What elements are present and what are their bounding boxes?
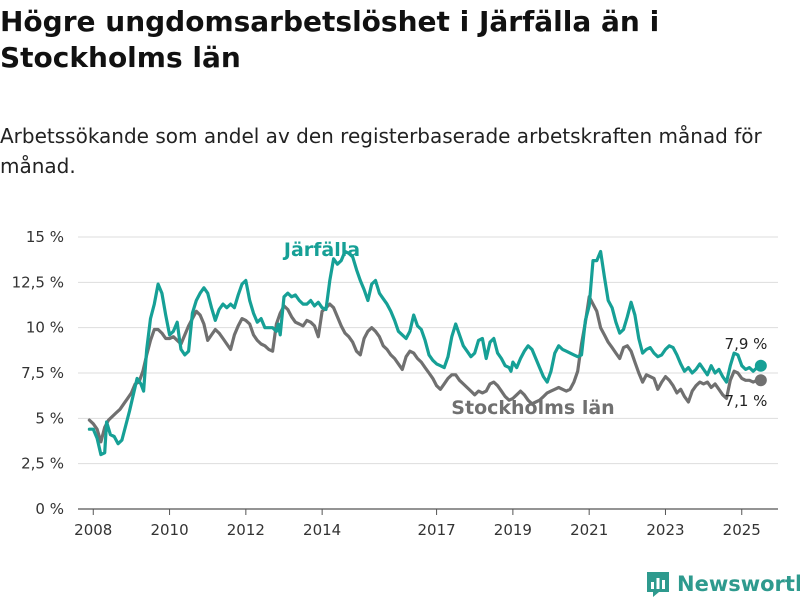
y-tick-label: 15 % xyxy=(26,228,64,246)
y-tick-label: 0 % xyxy=(35,500,64,518)
chart-subtitle: Arbetssökande som andel av den registerb… xyxy=(0,124,762,178)
newsworthy-logo-text: Newsworthy xyxy=(677,572,800,596)
end-point-jarfalla xyxy=(754,359,767,372)
x-tick-label: 2025 xyxy=(723,521,761,539)
series-lines xyxy=(87,249,767,457)
series-label-jarfalla: Järfälla xyxy=(282,239,360,261)
end-value-stockholms-lan: 7,1 % xyxy=(725,392,768,410)
y-tick-label: 10 % xyxy=(26,319,64,337)
y-tick-label: 5 % xyxy=(35,409,64,427)
end-point-stockholms-lan xyxy=(754,374,767,387)
y-tick-label: 2,5 % xyxy=(21,455,64,473)
x-tick-label: 2021 xyxy=(570,521,608,539)
x-tick-label: 2008 xyxy=(74,521,112,539)
series-label-stockholms-lan: Stockholms län xyxy=(451,397,614,419)
x-tick-label: 2010 xyxy=(150,521,188,539)
x-tick-label: 2023 xyxy=(646,521,684,539)
x-tick-label: 2014 xyxy=(303,521,341,539)
series-line-stockholms-lan xyxy=(87,295,763,444)
chart-labels: Järfälla Stockholms län 7,9 % 7,1 % xyxy=(282,239,768,419)
y-tick-label: 7,5 % xyxy=(21,364,64,382)
x-tick-label: 2019 xyxy=(494,521,532,539)
gridlines xyxy=(78,236,778,510)
x-tick-label: 2012 xyxy=(227,521,265,539)
end-value-jarfalla: 7,9 % xyxy=(725,335,768,353)
newsworthy-logo-icon xyxy=(647,572,669,597)
newsworthy-logo: Newsworthy xyxy=(645,568,800,600)
series-line-jarfalla xyxy=(87,249,763,457)
axes: 0 % 2,5 % 5 % 7,5 % 10 % 12,5 % 15 % 2008 2010 20… xyxy=(12,228,761,539)
x-tick-label: 2017 xyxy=(417,521,455,539)
y-tick-label: 12,5 % xyxy=(12,273,64,291)
chart-title: Högre ungdomsarbetslöshet i Järfälla än … xyxy=(0,5,660,74)
